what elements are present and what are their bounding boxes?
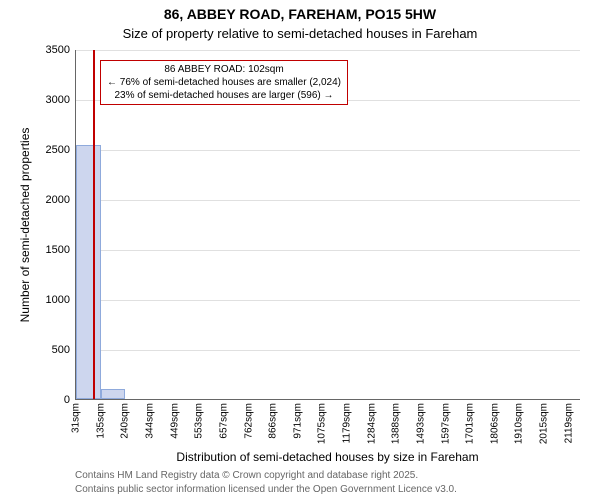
x-tick-value: 1701 — [465, 422, 476, 444]
x-tick-label: 1597sqm — [440, 403, 451, 444]
x-tick-value: 2119 — [563, 422, 574, 444]
x-tick-label: 31sqm — [71, 403, 82, 433]
histogram-bar — [76, 145, 101, 400]
y-tick-label: 3000 — [46, 94, 70, 106]
x-tick-value: 449 — [169, 422, 180, 439]
y-tick-label: 3500 — [46, 44, 70, 56]
x-tick-value: 31 — [71, 422, 82, 433]
x-tick-suffix: sqm — [366, 403, 377, 422]
x-tick-value: 1806 — [489, 422, 500, 444]
x-tick-suffix: sqm — [268, 403, 279, 422]
x-tick-value: 553 — [194, 422, 205, 439]
y-tick-label: 1000 — [46, 294, 70, 306]
x-tick-suffix: sqm — [391, 403, 402, 422]
x-axis-label: Distribution of semi-detached houses by … — [75, 450, 580, 464]
y-tick-label: 2000 — [46, 194, 70, 206]
gridline-h — [76, 200, 580, 201]
gridline-h — [76, 50, 580, 51]
x-tick-label: 1910sqm — [514, 403, 525, 444]
x-tick-suffix: sqm — [465, 403, 476, 422]
callout-box: 86 ABBEY ROAD: 102sqm← 76% of semi-detac… — [100, 60, 348, 105]
x-tick-suffix: sqm — [317, 403, 328, 422]
y-tick-label: 1500 — [46, 244, 70, 256]
x-tick-value: 1179 — [341, 422, 352, 444]
x-tick-suffix: sqm — [292, 403, 303, 422]
gridline-h — [76, 300, 580, 301]
x-tick-label: 1388sqm — [391, 403, 402, 444]
x-tick-value: 971 — [292, 422, 303, 439]
x-tick-suffix: sqm — [341, 403, 352, 422]
x-tick-label: 657sqm — [218, 403, 229, 439]
x-tick-suffix: sqm — [563, 403, 574, 422]
marker-line — [93, 50, 95, 399]
x-tick-value: 1493 — [416, 422, 427, 444]
x-tick-suffix: sqm — [120, 403, 131, 422]
x-tick-suffix: sqm — [539, 403, 550, 422]
x-tick-suffix: sqm — [95, 403, 106, 422]
x-tick-label: 866sqm — [268, 403, 279, 439]
x-tick-suffix: sqm — [489, 403, 500, 422]
x-tick-value: 762 — [243, 422, 254, 439]
x-tick-label: 1075sqm — [317, 403, 328, 444]
x-tick-label: 1493sqm — [416, 403, 427, 444]
x-tick-value: 2015 — [539, 422, 550, 444]
x-tick-suffix: sqm — [514, 403, 525, 422]
x-tick-label: 344sqm — [144, 403, 155, 439]
x-tick-suffix: sqm — [169, 403, 180, 422]
x-tick-label: 449sqm — [169, 403, 180, 439]
chart-title-main: 86, ABBEY ROAD, FAREHAM, PO15 5HW — [0, 6, 600, 22]
x-tick-label: 1284sqm — [366, 403, 377, 444]
gridline-h — [76, 350, 580, 351]
footer-line-1: Contains HM Land Registry data © Crown c… — [75, 470, 418, 481]
callout-line: ← 76% of semi-detached houses are smalle… — [107, 76, 341, 89]
gridline-h — [76, 150, 580, 151]
x-tick-suffix: sqm — [144, 403, 155, 422]
x-tick-value: 1284 — [366, 422, 377, 444]
x-tick-label: 553sqm — [194, 403, 205, 439]
x-tick-label: 135sqm — [95, 403, 106, 439]
x-tick-label: 1701sqm — [465, 403, 476, 444]
callout-line: 86 ABBEY ROAD: 102sqm — [107, 63, 341, 76]
x-tick-label: 762sqm — [243, 403, 254, 439]
histogram-bar — [101, 389, 126, 399]
x-tick-suffix: sqm — [71, 403, 82, 422]
x-tick-suffix: sqm — [218, 403, 229, 422]
x-tick-value: 1388 — [391, 422, 402, 444]
x-tick-value: 657 — [218, 422, 229, 439]
footer-line-2: Contains public sector information licen… — [75, 484, 457, 495]
x-tick-value: 240 — [120, 422, 131, 439]
x-tick-value: 1075 — [317, 422, 328, 444]
y-tick-label: 2500 — [46, 144, 70, 156]
x-tick-label: 2015sqm — [539, 403, 550, 444]
x-tick-label: 240sqm — [120, 403, 131, 439]
x-tick-value: 1597 — [440, 422, 451, 444]
y-tick-label: 500 — [52, 344, 70, 356]
x-tick-suffix: sqm — [243, 403, 254, 422]
x-tick-suffix: sqm — [194, 403, 205, 422]
gridline-h — [76, 250, 580, 251]
callout-line: 23% of semi-detached houses are larger (… — [107, 89, 341, 102]
x-tick-value: 866 — [268, 422, 279, 439]
x-tick-label: 1179sqm — [341, 403, 352, 443]
x-tick-label: 2119sqm — [563, 403, 574, 443]
y-axis-label: Number of semi-detached properties — [18, 50, 32, 400]
chart-title-sub: Size of property relative to semi-detach… — [0, 26, 600, 41]
x-tick-label: 1806sqm — [489, 403, 500, 444]
y-tick-label: 0 — [64, 394, 70, 406]
x-tick-suffix: sqm — [440, 403, 451, 422]
x-tick-value: 135 — [95, 422, 106, 439]
x-tick-value: 1910 — [514, 422, 525, 444]
x-tick-label: 971sqm — [292, 403, 303, 439]
x-tick-value: 344 — [144, 422, 155, 439]
x-tick-suffix: sqm — [416, 403, 427, 422]
